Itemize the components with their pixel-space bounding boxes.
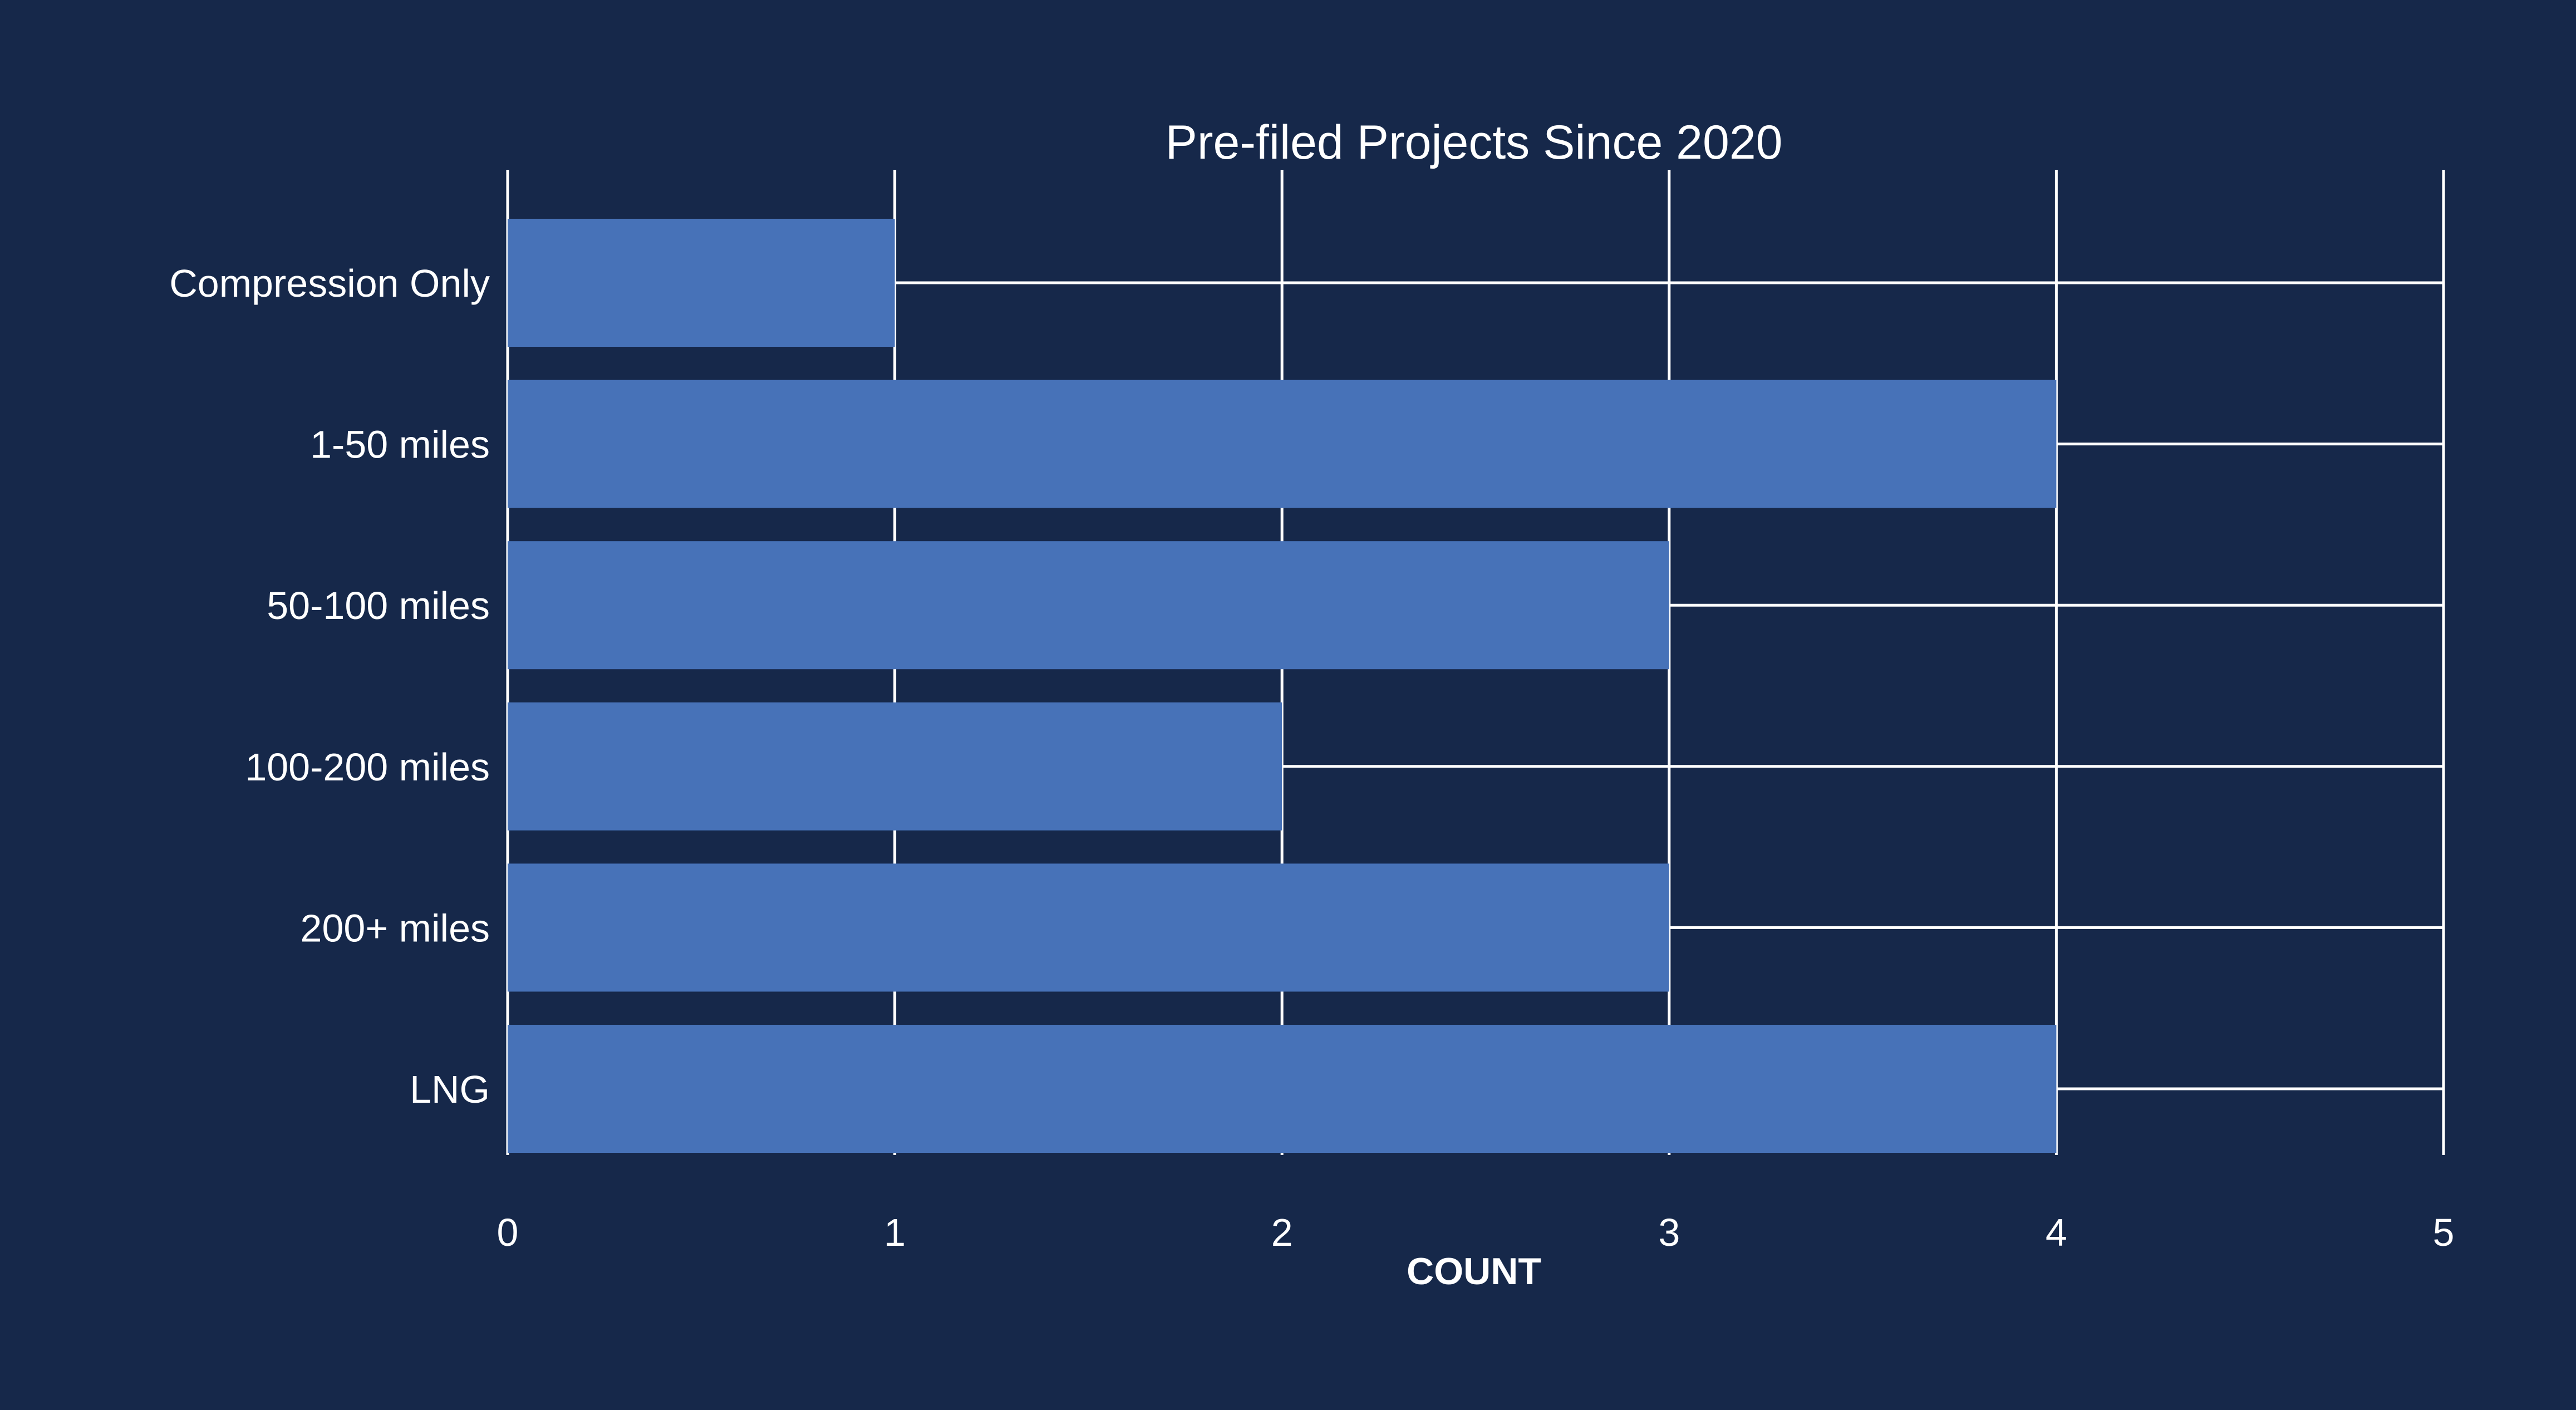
chart-title: Pre-filed Projects Since 2020 (1165, 116, 1782, 169)
x-tick-label: 0 (497, 1211, 519, 1254)
category-label: Compression Only (169, 262, 490, 305)
x-tick-label: 2 (1271, 1211, 1293, 1254)
x-tick-label: 4 (2046, 1211, 2067, 1254)
category-labels: Compression Only 1-50 miles 50-100 miles 10… (169, 262, 490, 1111)
x-tick-label: 3 (1658, 1211, 1680, 1254)
x-axis-title: COUNT (1407, 1250, 1541, 1293)
bar (508, 380, 2057, 508)
bar (508, 541, 1669, 670)
bar (508, 219, 895, 347)
bar (508, 863, 1669, 992)
bar (508, 1025, 2057, 1153)
x-tick-label: 1 (884, 1211, 906, 1254)
category-label: 50-100 miles (267, 584, 490, 627)
category-label: LNG (410, 1068, 490, 1111)
bar (508, 702, 1282, 831)
bars-layer (508, 219, 2057, 1153)
x-tick-labels: 0 1 2 3 4 5 (497, 1211, 2455, 1254)
category-label: 200+ miles (301, 906, 490, 950)
category-label: 1-50 miles (310, 423, 490, 466)
category-label: 100-200 miles (245, 745, 490, 789)
x-tick-label: 5 (2433, 1211, 2455, 1254)
